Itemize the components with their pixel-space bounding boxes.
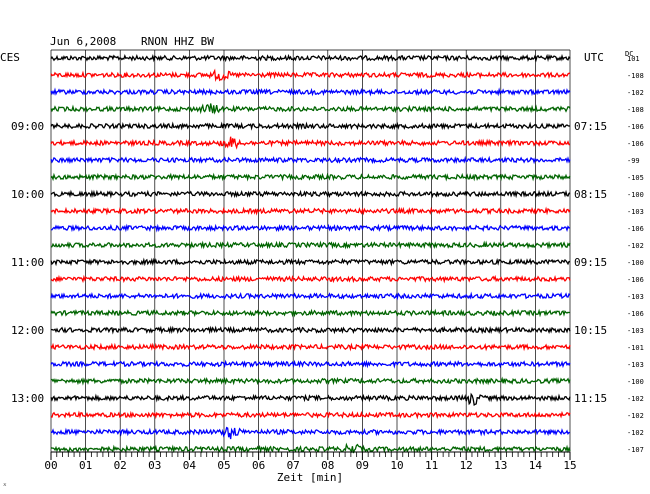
x-tick-label: 15 [563,459,576,472]
x-tick-label: 13 [494,459,507,472]
right-hour-label: 08:15 [574,188,607,201]
x-tick-label: 01 [79,459,92,472]
left-hour-label: 11:00 [11,256,44,269]
x-tick-label: 04 [183,459,197,472]
dc-offset-label: -106 [627,123,644,131]
left-hour-label: 10:00 [11,188,44,201]
station-label: RNON HHZ BW [141,35,214,48]
trace-row-23 [50,442,571,454]
trace-row-9 [50,206,571,216]
x-tick-label: 09 [356,459,369,472]
trace-row-19 [50,376,571,386]
trace-row-6 [50,155,571,165]
trace-row-15 [50,308,571,318]
left-hour-label: 12:00 [11,324,44,337]
left-hour-label: 09:00 [11,120,44,133]
seismic-traces [50,53,571,454]
trace-row-8 [50,189,571,199]
x-tick-label: 10 [390,459,403,472]
x-tick-label: 02 [114,459,127,472]
dc-offset-label: -106 [627,310,644,318]
trace-row-10 [50,223,571,233]
dc-offset-label: -102 [627,429,644,437]
x-tick-label: 11 [425,459,438,472]
dc-offset-label: -101 [627,344,644,352]
dc-offset-label: -106 [627,225,644,233]
dc-offset-label: -100 [627,191,644,199]
dc-offset-label: -107 [627,446,644,454]
left-timezone-label: CES [0,51,20,64]
trace-row-22 [50,426,571,440]
trace-row-7 [50,172,571,182]
grid-lines [50,49,571,452]
dc-offset-label: -103 [627,208,644,216]
dc-offset-label: -100 [627,259,644,267]
dc-offset-label: -106 [627,140,644,148]
dc-offset-label: -108 [627,106,644,114]
x-axis: 00 01 02 03 04 05 06 07 08 09 10 11 12 13 14 15 [44,451,577,472]
x-tick-label: 14 [529,459,543,472]
left-hour-label: 13:00 [11,392,44,405]
trace-row-11 [50,240,571,250]
trace-row-18 [50,359,571,369]
dc-offset-label: -102 [627,395,644,403]
trace-row-2 [50,87,571,97]
trace-row-1 [50,68,571,83]
x-tick-label: 12 [460,459,473,472]
trace-row-16 [50,325,571,335]
date-label: Jun 6,2008 [50,35,116,48]
dc-offset-label: -105 [627,174,644,182]
trace-row-0 [50,53,571,63]
dc-offset-label: -108 [627,72,644,80]
corner-mark: ⌅ [3,481,7,488]
dc-offset-label: 101 [627,55,640,63]
dc-offset-label: -100 [627,378,644,386]
right-hour-label: 07:15 [574,120,607,133]
x-tick-label: 00 [44,459,57,472]
trace-row-4 [50,121,571,131]
dc-offset-label: -99 [627,157,640,165]
dc-offset-label: -102 [627,89,644,97]
dc-offset-label: -103 [627,361,644,369]
trace-row-14 [50,291,571,301]
trace-row-13 [50,274,571,284]
trace-row-21 [50,410,571,420]
dc-offset-label: -102 [627,242,644,250]
dc-offset-label: -103 [627,327,644,335]
trace-row-17 [50,342,571,352]
right-timezone-label: UTC [584,51,604,64]
right-hour-label: 11:15 [574,392,607,405]
dc-header-label: DC [625,50,633,58]
labels: 09:00 10:00 11:00 12:00 13:00 07:15 08:15 09:15… [11,55,644,454]
x-tick-label: 08 [321,459,334,472]
dc-offset-label: -106 [627,276,644,284]
right-hour-label: 09:15 [574,256,607,269]
x-tick-label: 05 [217,459,230,472]
trace-row-20 [50,392,571,406]
x-axis-title: Zeit [min] [277,471,343,484]
x-tick-label: 07 [287,459,300,472]
dc-offset-label: -102 [627,412,644,420]
dc-offset-label: -103 [627,293,644,301]
right-hour-label: 10:15 [574,324,607,337]
trace-row-12 [50,257,571,267]
x-tick-label: 06 [252,459,265,472]
trace-row-5 [50,136,571,150]
x-tick-label: 03 [148,459,161,472]
trace-row-3 [50,103,571,115]
